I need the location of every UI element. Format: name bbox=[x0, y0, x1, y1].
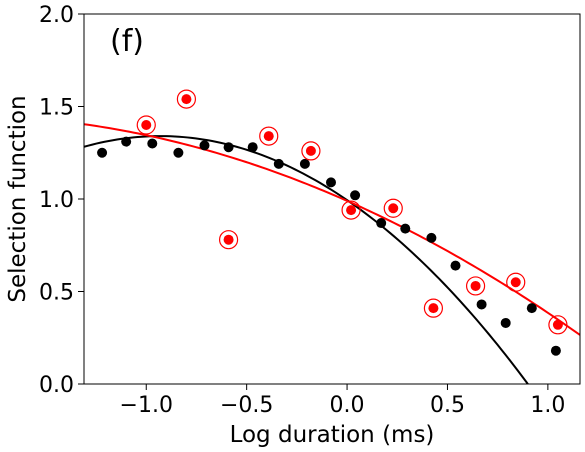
black-data-point bbox=[147, 138, 158, 149]
red-data-point bbox=[510, 277, 521, 288]
y-axis-label: Selection function bbox=[5, 95, 31, 302]
black-data-point bbox=[97, 147, 108, 158]
highlight-ring bbox=[136, 115, 156, 135]
black-data-point bbox=[223, 142, 234, 153]
y-tick-label: 0.0 bbox=[39, 373, 74, 398]
black-data-point bbox=[500, 317, 511, 328]
black-data-point bbox=[199, 140, 210, 151]
black-data-point bbox=[350, 190, 361, 201]
panel-label: (f) bbox=[110, 24, 144, 59]
highlight-ring bbox=[341, 200, 361, 220]
data-layer bbox=[97, 89, 568, 356]
red-data-point bbox=[428, 303, 439, 314]
y-tick-label: 1.5 bbox=[39, 96, 74, 121]
fit-curve-black bbox=[84, 135, 530, 384]
red-data-point bbox=[552, 319, 563, 330]
red-data-point bbox=[470, 280, 481, 291]
black-data-point bbox=[299, 158, 310, 169]
black-data-point bbox=[173, 147, 184, 158]
x-axis-label: Log duration (ms) bbox=[230, 422, 435, 448]
red-data-point bbox=[388, 203, 399, 214]
black-data-point bbox=[325, 177, 336, 188]
black-data-point bbox=[376, 218, 387, 229]
highlight-ring bbox=[465, 276, 486, 296]
red-data-point bbox=[305, 145, 316, 156]
x-axis-ticks: −1.0 −0.5 0.0 0.5 1.0 bbox=[120, 384, 565, 418]
black-data-point bbox=[273, 158, 284, 169]
red-data-point bbox=[346, 205, 357, 216]
y-axis-ticks: 0.0 0.5 1.0 1.5 2.0 bbox=[39, 3, 84, 398]
black-data-point bbox=[450, 260, 461, 271]
highlight-ring bbox=[218, 230, 239, 250]
fit-curve-red bbox=[84, 123, 580, 336]
x-tick-label: 0.0 bbox=[330, 393, 365, 418]
y-tick-label: 1.0 bbox=[39, 188, 74, 213]
red-data-point bbox=[141, 120, 152, 130]
highlight-ring bbox=[548, 315, 568, 335]
black-data-point bbox=[476, 299, 487, 310]
black-data-point bbox=[426, 232, 437, 243]
black-data-point bbox=[550, 345, 561, 356]
x-tick-label: −0.5 bbox=[220, 393, 273, 418]
black-data-point bbox=[247, 142, 258, 153]
black-data-point bbox=[526, 303, 537, 314]
black-data-point bbox=[400, 223, 411, 234]
x-tick-label: 0.5 bbox=[430, 393, 465, 418]
highlight-ring bbox=[423, 298, 444, 318]
highlight-ring bbox=[176, 89, 197, 109]
black-data-point bbox=[121, 136, 132, 147]
y-tick-label: 0.5 bbox=[39, 281, 74, 306]
highlight-ring bbox=[506, 272, 526, 292]
x-tick-label: 1.0 bbox=[530, 393, 565, 418]
highlight-ring bbox=[301, 141, 321, 161]
plot-area bbox=[84, 123, 580, 384]
highlight-ring bbox=[259, 126, 279, 146]
red-data-point bbox=[223, 234, 234, 245]
plot-frame bbox=[83, 13, 581, 385]
highlight-ring bbox=[383, 198, 403, 218]
red-data-point bbox=[263, 131, 274, 142]
y-tick-label: 2.0 bbox=[39, 3, 74, 28]
x-tick-label: −1.0 bbox=[120, 393, 173, 418]
axes: −1.0 −0.5 0.0 0.5 1.0 0.0 0.5 1.0 1.5 2.0 bbox=[39, 3, 581, 418]
red-data-point bbox=[181, 94, 192, 105]
